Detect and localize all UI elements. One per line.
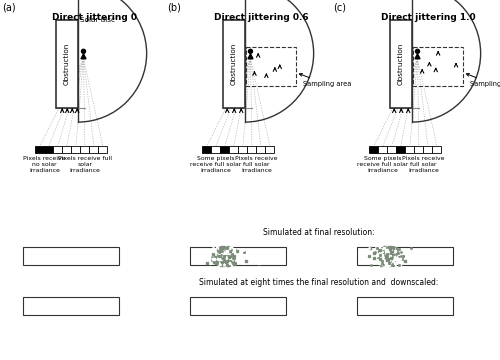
Polygon shape [415, 54, 420, 59]
Bar [190, 247, 286, 265]
Bar [406, 146, 414, 153]
Bar [390, 20, 412, 108]
Circle shape [82, 49, 86, 53]
Bar [90, 146, 98, 153]
Bar [378, 146, 387, 153]
Bar [432, 146, 441, 153]
Bar [54, 146, 62, 153]
Bar [202, 146, 211, 153]
Bar [230, 146, 238, 153]
Bar [266, 146, 274, 153]
Text: Pixels receive
no solar
irradiance: Pixels receive no solar irradiance [23, 156, 66, 172]
Bar [98, 146, 107, 153]
Text: Obstruction: Obstruction [231, 43, 237, 85]
Text: Some pixels
receive full solar
irradiance: Some pixels receive full solar irradianc… [358, 156, 408, 172]
Bar [24, 297, 55, 315]
Text: Obstruction: Obstruction [64, 43, 70, 85]
Bar [256, 146, 265, 153]
Bar [44, 146, 53, 153]
Text: Pixels receive
full solar
irradiance: Pixels receive full solar irradiance [235, 156, 278, 172]
Bar [190, 297, 286, 315]
Bar [358, 247, 386, 265]
Bar [223, 20, 245, 108]
Bar [24, 297, 120, 315]
Text: Sampling area: Sampling area [466, 73, 500, 87]
Text: Direct jittering 0: Direct jittering 0 [52, 13, 136, 22]
Text: Pixels receive full
solar
irradiance: Pixels receive full solar irradiance [58, 156, 112, 172]
Polygon shape [248, 54, 253, 59]
Bar [388, 146, 396, 153]
Bar [220, 146, 229, 153]
Bar [238, 146, 247, 153]
Bar [72, 146, 80, 153]
Text: Some pixels
receive full solar
irradiance: Some pixels receive full solar irradianc… [190, 156, 242, 172]
Bar [248, 146, 256, 153]
Text: Simulated at final resolution:: Simulated at final resolution: [262, 228, 374, 237]
Bar [80, 146, 89, 153]
Bar [62, 146, 71, 153]
Circle shape [248, 49, 252, 53]
Bar [396, 146, 405, 153]
Bar [24, 247, 55, 265]
Text: Pixels receive
full solar
irradiance: Pixels receive full solar irradiance [402, 156, 444, 172]
Bar [414, 146, 423, 153]
Bar [358, 297, 454, 315]
Bar [24, 247, 120, 265]
Text: Simulated at eight times the final resolution and  downscaled:: Simulated at eight times the final resol… [199, 278, 438, 287]
Bar [358, 247, 454, 265]
Text: (c): (c) [333, 3, 346, 13]
Bar [212, 146, 220, 153]
Bar [424, 146, 432, 153]
Text: Solar disc: Solar disc [80, 18, 114, 23]
Text: Direct jittering 0.6: Direct jittering 0.6 [214, 13, 308, 22]
Circle shape [416, 49, 420, 53]
Bar [370, 146, 378, 153]
Text: (a): (a) [2, 3, 16, 13]
Text: Sampling area: Sampling area [300, 73, 351, 87]
Bar [246, 46, 296, 86]
Bar [414, 46, 463, 86]
Polygon shape [81, 54, 86, 59]
Bar [190, 247, 224, 265]
Bar [36, 146, 44, 153]
Text: (b): (b) [167, 3, 181, 13]
Text: Obstruction: Obstruction [398, 43, 404, 85]
Bar [56, 20, 78, 108]
Text: Direct jittering 1.0: Direct jittering 1.0 [380, 13, 476, 22]
